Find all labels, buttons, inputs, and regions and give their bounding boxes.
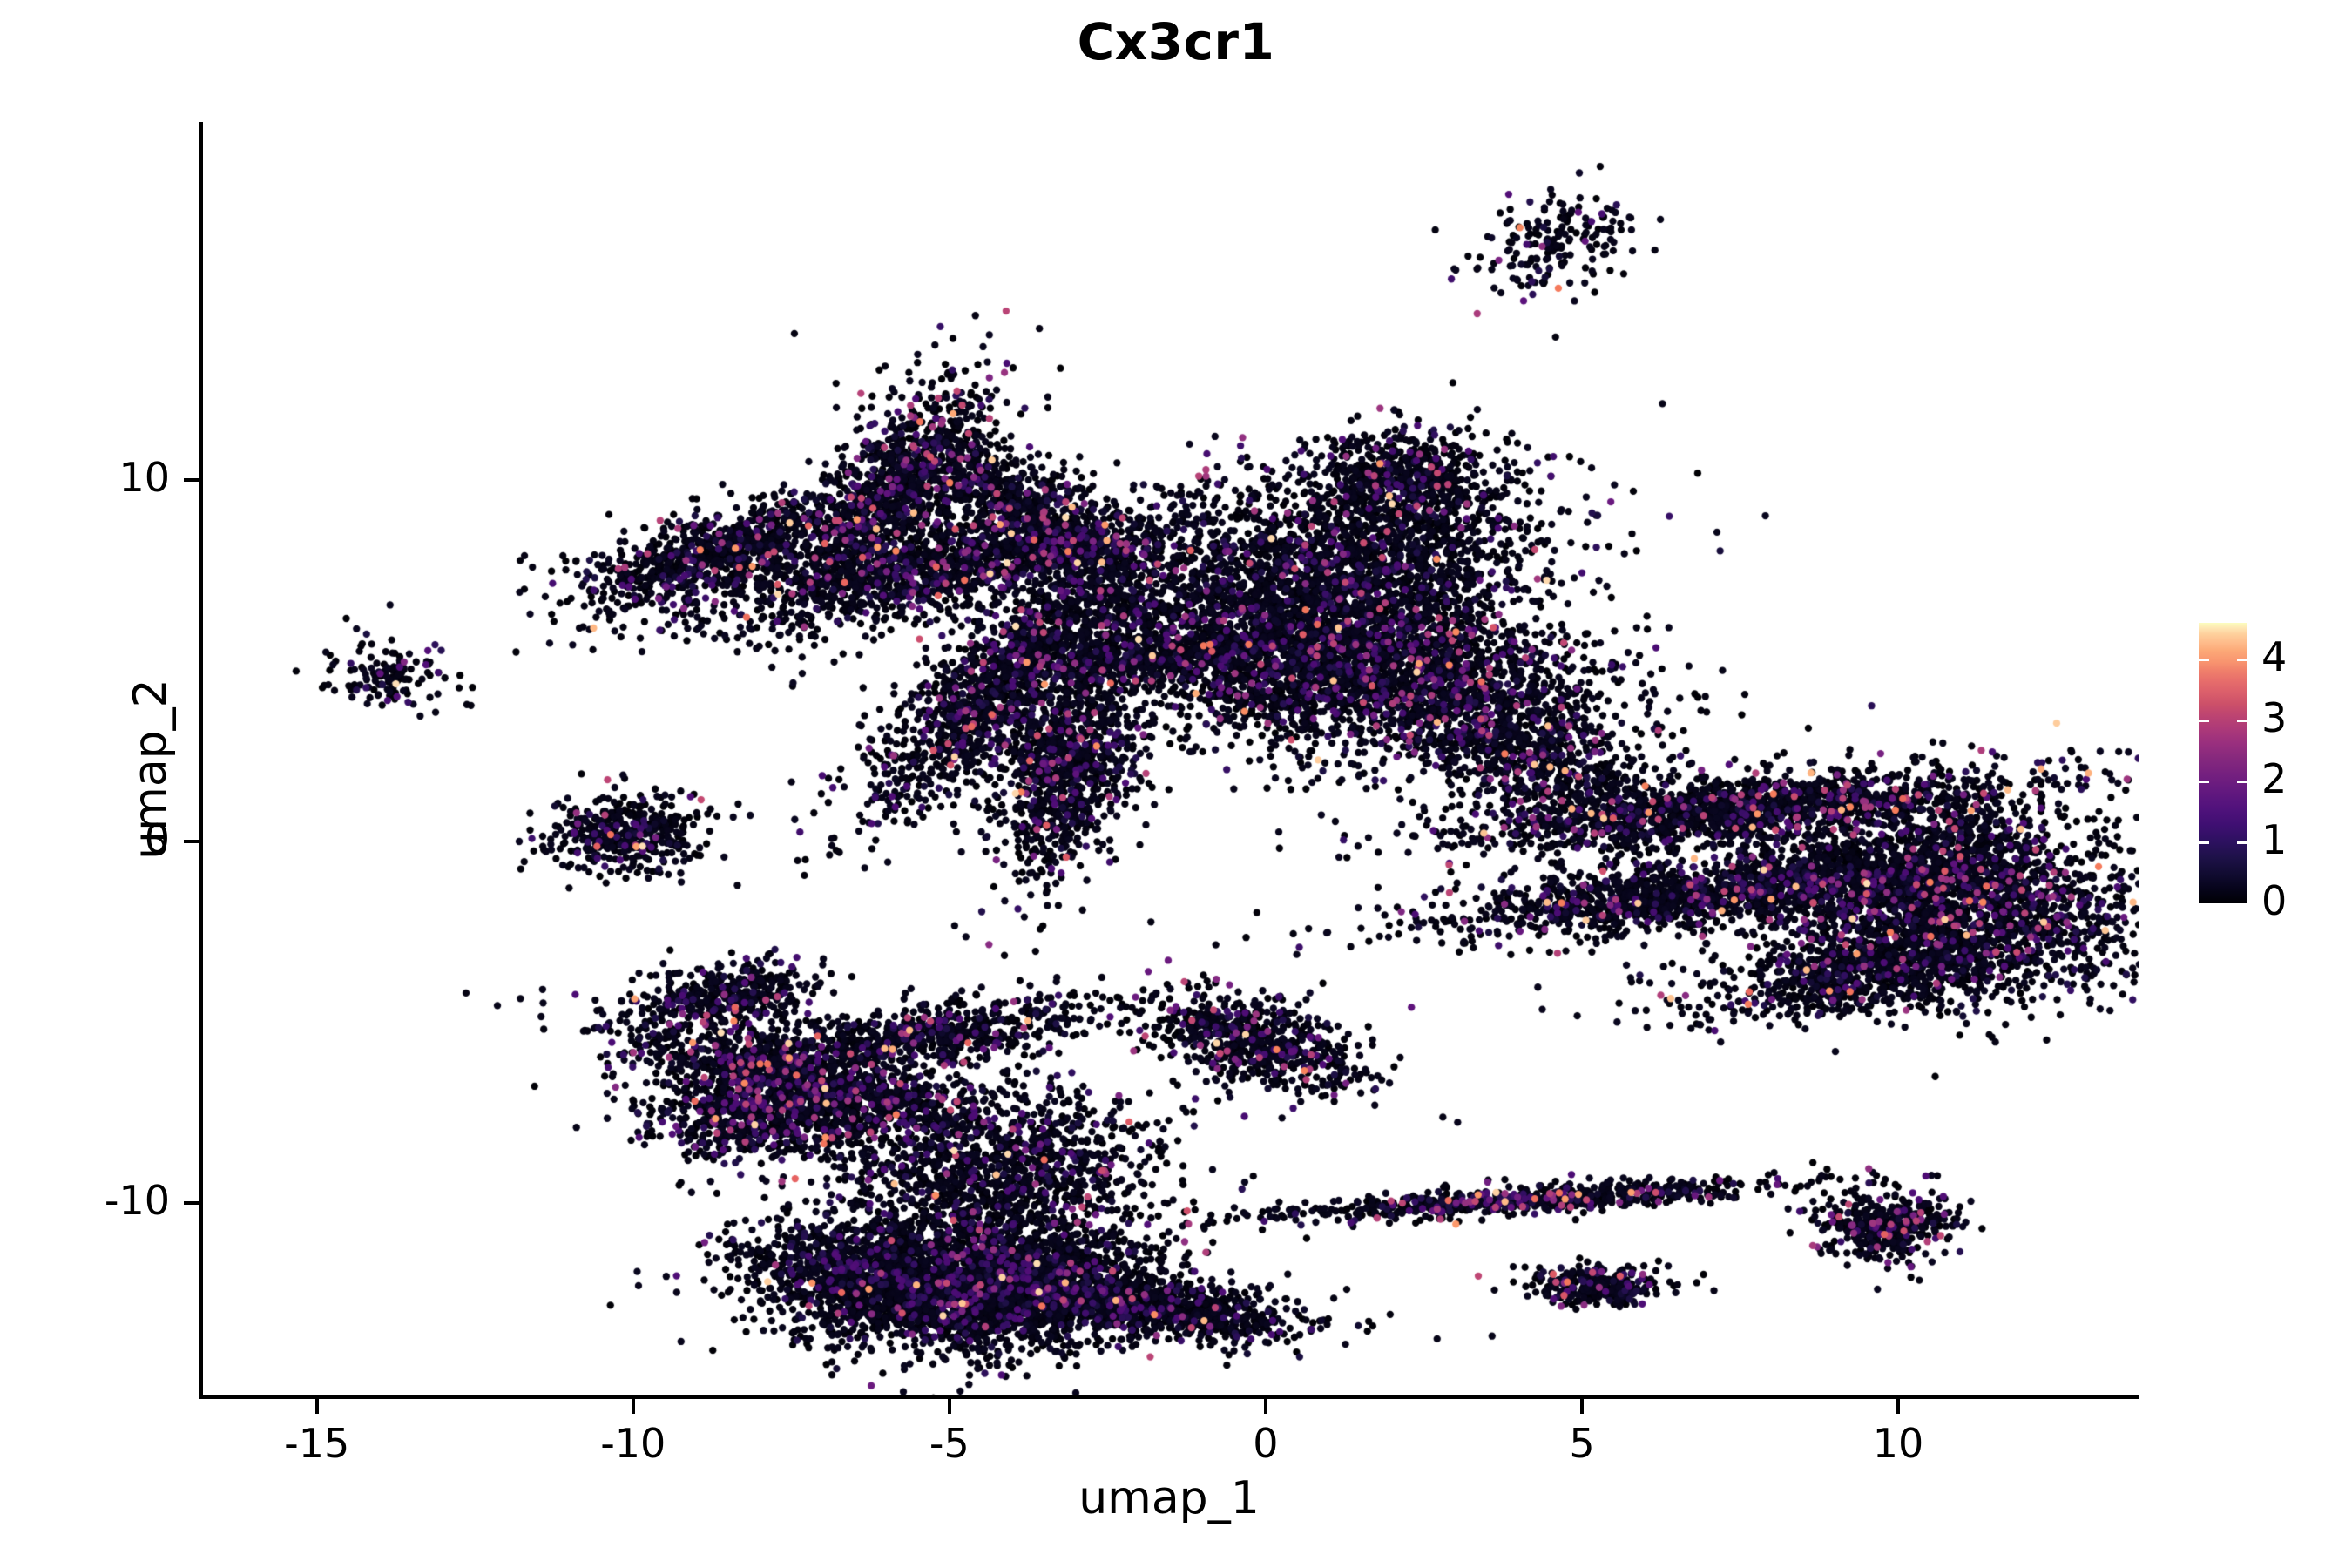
colorbar-tick-label: 1 bbox=[2261, 816, 2288, 863]
colorbar-tick-mark bbox=[2237, 720, 2247, 722]
colorbar-tick-mark bbox=[2237, 781, 2247, 783]
y-axis-spine bbox=[199, 122, 203, 1399]
page-title: Cx3cr1 bbox=[1077, 12, 1275, 71]
colorbar-tick-label: 2 bbox=[2261, 755, 2288, 802]
colorbar-tick-mark bbox=[2199, 781, 2209, 783]
umap-scatter-plot bbox=[203, 122, 2139, 1395]
colorbar-tick-mark bbox=[2237, 659, 2247, 661]
x-tick-mark bbox=[314, 1399, 319, 1414]
x-tick-mark bbox=[947, 1399, 951, 1414]
y-tick-mark bbox=[184, 839, 199, 843]
x-tick-label: -10 bbox=[600, 1420, 666, 1467]
x-tick-label: 0 bbox=[1253, 1420, 1279, 1467]
x-tick-label: 10 bbox=[1872, 1420, 1924, 1467]
x-tick-label: -15 bbox=[284, 1420, 350, 1467]
colorbar-tick-mark bbox=[2199, 841, 2209, 844]
y-tick-label: -10 bbox=[104, 1177, 170, 1225]
colorbar-tick-mark bbox=[2237, 841, 2247, 844]
x-tick-label: 5 bbox=[1569, 1420, 1595, 1467]
x-tick-mark bbox=[1579, 1399, 1584, 1414]
colorbar-tick-label: 3 bbox=[2261, 694, 2288, 741]
x-tick-mark bbox=[1263, 1399, 1267, 1414]
y-axis-label: umap_2 bbox=[125, 679, 177, 860]
colorbar bbox=[2199, 623, 2247, 903]
x-tick-mark bbox=[631, 1399, 635, 1414]
colorbar-gradient bbox=[2199, 623, 2247, 903]
x-tick-mark bbox=[1896, 1399, 1901, 1414]
y-tick-mark bbox=[184, 1201, 199, 1206]
y-tick-label: 0 bbox=[144, 814, 170, 862]
x-axis-spine bbox=[199, 1395, 2139, 1399]
colorbar-tick-label: 0 bbox=[2261, 877, 2288, 924]
x-tick-label: -5 bbox=[929, 1420, 970, 1467]
colorbar-tick-mark bbox=[2199, 659, 2209, 661]
colorbar-tick-label: 4 bbox=[2261, 633, 2288, 680]
x-axis-label: umap_1 bbox=[1078, 1472, 1260, 1524]
colorbar-tick-mark bbox=[2199, 720, 2209, 722]
y-tick-label: 10 bbox=[118, 453, 170, 501]
y-tick-mark bbox=[184, 477, 199, 482]
